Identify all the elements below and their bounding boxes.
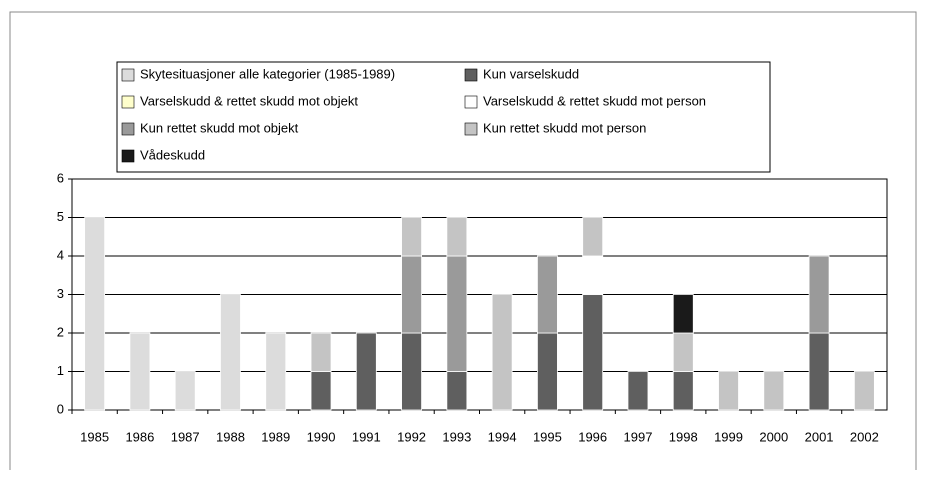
x-tick-label: 2001 <box>805 429 834 444</box>
bar-segment <box>84 217 106 411</box>
bar-segment <box>310 371 332 411</box>
x-tick-label: 1999 <box>714 429 743 444</box>
x-tick-label: 1998 <box>669 429 698 444</box>
bar-segment <box>491 294 513 411</box>
x-tick-label: 1986 <box>125 429 154 444</box>
y-tick-label: 5 <box>57 209 64 224</box>
bar-segment <box>265 332 287 411</box>
bar-segment <box>355 332 377 411</box>
legend-box <box>116 61 771 173</box>
x-tick-label: 1990 <box>307 429 336 444</box>
bar-segment <box>627 371 649 411</box>
bar-segment <box>220 294 241 411</box>
legend-swatch <box>464 95 478 109</box>
legend-label: Kun rettet skudd mot person <box>483 120 646 135</box>
bar-segment <box>672 332 694 372</box>
bar-segment <box>672 371 694 411</box>
bar-segment <box>310 332 332 372</box>
x-tick-label: 1994 <box>488 429 517 444</box>
legend-label: Kun rettet skudd mot objekt <box>140 120 299 135</box>
frame <box>9 11 917 470</box>
legend-label: Varselskudd & rettet skudd mot objekt <box>140 93 358 108</box>
legend-swatch <box>464 122 478 136</box>
legend-label: Skytesituasjoner alle kategorier (1985-1… <box>140 66 395 81</box>
x-tick-label: 1987 <box>171 429 200 444</box>
y-tick-label: 6 <box>57 170 64 185</box>
legend-label: Vådeskudd <box>140 147 205 162</box>
bar-segment <box>401 217 422 257</box>
bar-segment <box>808 332 830 411</box>
x-tick-label: 1995 <box>533 429 562 444</box>
x-tick-label: 1996 <box>578 429 607 444</box>
bar-segment <box>537 332 558 411</box>
x-tick-label: 2000 <box>759 429 788 444</box>
x-tick-label: 1993 <box>442 429 471 444</box>
bar-segment <box>582 217 604 257</box>
x-tick-label: 1992 <box>397 429 426 444</box>
bar-segment <box>582 255 604 295</box>
x-tick-label: 2002 <box>850 429 879 444</box>
x-tick-label: 1991 <box>352 429 381 444</box>
legend-swatch <box>121 68 135 82</box>
legend-swatch <box>464 68 478 82</box>
legend-swatch <box>121 95 135 109</box>
y-tick-label: 0 <box>57 401 64 416</box>
bar-segment <box>808 255 830 334</box>
bar-segment <box>537 255 558 334</box>
y-tick-label: 4 <box>57 247 64 262</box>
bar-segment <box>174 371 196 411</box>
y-tick-label: 3 <box>57 286 64 301</box>
x-tick-label: 1997 <box>624 429 653 444</box>
bar-segment <box>446 217 468 257</box>
x-tick-label: 1988 <box>216 429 245 444</box>
bar-segment <box>582 294 604 411</box>
legend-swatch <box>121 149 135 163</box>
bar-segment <box>672 294 694 334</box>
bar-segment <box>763 371 785 411</box>
bar-segment <box>129 332 151 411</box>
x-tick-label: 1985 <box>80 429 109 444</box>
bar-segment <box>446 371 468 411</box>
bar-segment <box>718 371 739 411</box>
y-tick-label: 1 <box>57 363 64 378</box>
bar-segment <box>401 332 422 411</box>
legend-swatch <box>121 122 135 136</box>
bar-segment <box>446 255 468 372</box>
legend-label: Varselskudd & rettet skudd mot person <box>483 93 706 108</box>
y-tick-label: 2 <box>57 324 64 339</box>
x-tick-label: 1989 <box>261 429 290 444</box>
bar-segment <box>853 371 875 411</box>
legend-label: Kun varselskudd <box>483 66 579 81</box>
bar-segment <box>401 255 422 334</box>
